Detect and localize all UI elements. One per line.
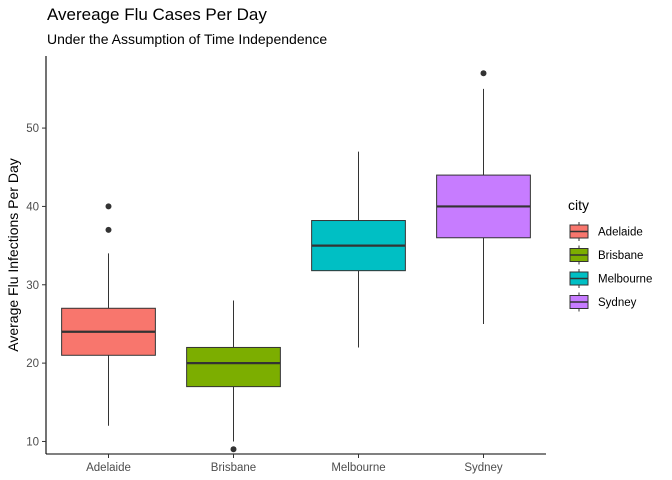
x-tick-label: Sydney bbox=[464, 462, 503, 474]
y-axis-title: Average Flu Infections Per Day bbox=[5, 158, 21, 352]
outlier-point bbox=[105, 203, 112, 210]
legend-label: Adelaide bbox=[598, 227, 643, 239]
plot-area: 10 20 30 40 50 Adelaide Brisbane Melbourne Sydne… bbox=[26, 56, 546, 474]
legend-label: Melbourne bbox=[598, 274, 652, 286]
outlier-point bbox=[105, 226, 112, 233]
box-adelaide bbox=[61, 203, 156, 426]
legend-label: Sydney bbox=[598, 297, 637, 309]
x-tick-label: Brisbane bbox=[211, 462, 256, 474]
chart-title: Avereage Flu Cases Per Day bbox=[47, 5, 267, 24]
legend-item-sydney: Sydney bbox=[569, 292, 637, 312]
legend-title: city bbox=[568, 197, 589, 213]
y-tick-label: 40 bbox=[26, 201, 39, 213]
x-tick-label: Adelaide bbox=[86, 462, 131, 474]
y-tick-label: 20 bbox=[26, 358, 39, 370]
chart-subtitle: Under the Assumption of Time Independenc… bbox=[47, 31, 327, 47]
y-tick-label: 30 bbox=[26, 280, 39, 292]
y-tick-label: 10 bbox=[26, 436, 39, 448]
outlier-point bbox=[480, 70, 487, 77]
box-brisbane bbox=[186, 300, 281, 453]
legend-item-brisbane: Brisbane bbox=[569, 245, 643, 265]
legend-item-adelaide: Adelaide bbox=[569, 222, 643, 241]
box-iqr bbox=[186, 346, 281, 388]
box-sydney bbox=[436, 70, 531, 324]
x-tick-label: Melbourne bbox=[331, 462, 385, 474]
y-tick-label: 50 bbox=[26, 123, 39, 135]
outlier-point bbox=[230, 446, 237, 453]
legend-item-melbourne: Melbourne bbox=[569, 269, 652, 288]
legend: city Adelaide Brisbane Melbourne Sydney bbox=[568, 197, 652, 312]
box-melbourne bbox=[311, 151, 406, 348]
legend-label: Brisbane bbox=[598, 250, 643, 262]
